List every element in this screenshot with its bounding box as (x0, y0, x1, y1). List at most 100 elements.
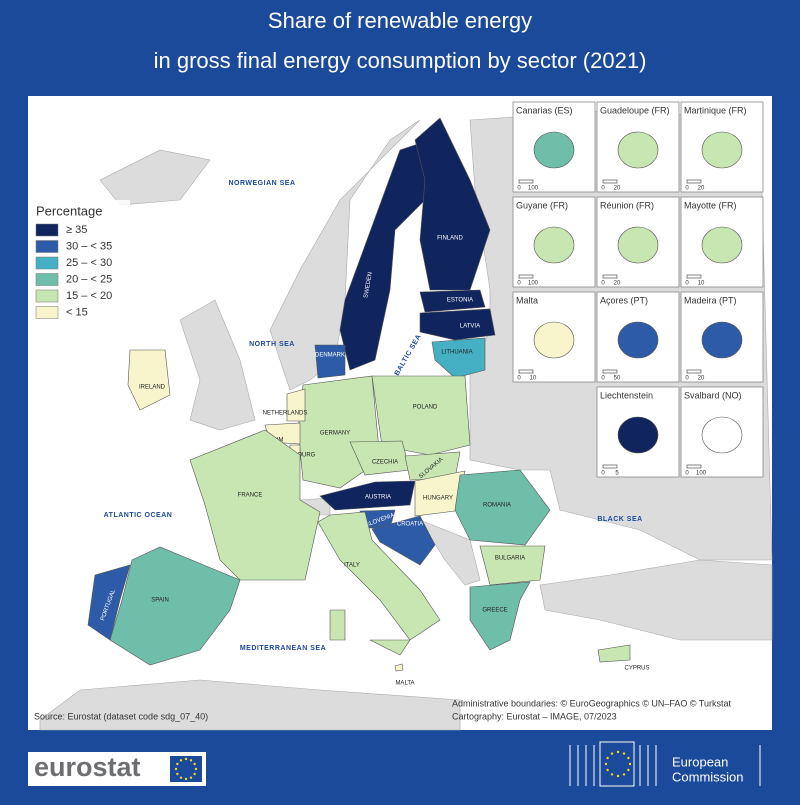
country-label: SPAIN (151, 598, 169, 604)
country-label: DENMARK (315, 353, 345, 359)
country (419, 289, 486, 313)
inset-title: Malta (516, 295, 538, 305)
country (414, 117, 491, 291)
country (394, 663, 404, 672)
legend-swatch (35, 256, 59, 270)
country (189, 429, 321, 581)
country-label: NETHERLANDS (263, 411, 308, 417)
scale-label: 100 (696, 471, 707, 477)
inset-title: Madeira (PT) (684, 295, 737, 305)
country (286, 388, 306, 422)
flag-star (606, 768, 609, 772)
country-label: BULGARIA (495, 556, 525, 562)
scale-label: 0 (601, 471, 605, 477)
scale-label: 0 (685, 471, 689, 477)
flag-star (184, 757, 188, 761)
country (371, 515, 436, 566)
inset-title: Canarias (ES) (516, 105, 573, 115)
country-label: GERMANY (320, 431, 350, 437)
legend-swatch (35, 240, 59, 253)
inset-land (701, 131, 743, 169)
ec-name: European (672, 754, 728, 769)
flag-star (179, 776, 183, 779)
note: Administrative boundaries: © EuroGeograp… (452, 698, 732, 708)
country-label: FINLAND (437, 236, 463, 242)
scale-bar (518, 179, 534, 184)
scale-label: 0 (601, 186, 605, 192)
country (87, 564, 131, 641)
inset-title: Açores (PT) (600, 295, 648, 305)
scale-label: 100 (528, 186, 539, 192)
legend-label: 30 – < 35 (66, 240, 112, 252)
country-label: GREECE (482, 608, 507, 614)
inset-land (617, 131, 659, 169)
inset-frame (596, 386, 680, 478)
inset-title: Guyane (FR) (516, 200, 568, 210)
sea-label: MEDITERRANEAN SEA (240, 645, 326, 652)
scale-bar (686, 369, 702, 374)
scale-bar (518, 369, 534, 374)
scale-label: 0 (601, 281, 605, 287)
scale-bar (602, 274, 618, 279)
flag-star (174, 767, 178, 771)
flag-star (627, 756, 630, 760)
scale-label: 0 (685, 376, 689, 382)
country-label: HUNGARY (423, 496, 453, 502)
scale-label: 20 (698, 186, 705, 192)
country (469, 581, 531, 651)
legend-swatch (35, 223, 59, 237)
country-label: IRELAND (139, 385, 166, 391)
country (597, 644, 631, 663)
country-label: CZECHIA (372, 460, 398, 466)
flag-star (616, 750, 620, 754)
country-label: MALTA (395, 681, 414, 687)
inset-land (533, 321, 575, 359)
inset-land (701, 321, 743, 359)
flag-star (176, 772, 179, 776)
sea-label: BLACK SEA (597, 516, 642, 523)
scale-label: 50 (614, 376, 621, 382)
scale-label: 5 (615, 471, 619, 477)
scale-label: 0 (517, 376, 521, 382)
flag-star (616, 774, 620, 778)
country-label: POLAND (413, 405, 438, 411)
flag-star (610, 773, 614, 776)
flag-star (606, 756, 609, 760)
flag-star (189, 759, 193, 762)
note: Cartography: Eurostat – IMAGE, 07/2023 (452, 711, 617, 721)
country (419, 308, 496, 341)
inset-title: Guadeloupe (FR) (600, 105, 670, 115)
inset-land (701, 226, 743, 264)
scale-label: 0 (685, 281, 689, 287)
scale-bar (518, 274, 534, 279)
inset-title: Svalbard (NO) (684, 390, 742, 400)
inset-land (617, 416, 659, 454)
inset-title: Liechtenstein (600, 390, 653, 400)
inset-title: Mayotte (FR) (684, 200, 737, 210)
country-label: CROATIA (397, 522, 423, 528)
ec-building (569, 745, 761, 786)
country-label: LITHUANIA (441, 350, 472, 356)
scale-label: 0 (685, 186, 689, 192)
eurostat-wordmark: eurostat (34, 752, 141, 782)
sea-label: NORWEGIAN SEA (228, 180, 295, 187)
country (414, 470, 466, 517)
flag-star (176, 762, 179, 766)
scale-label: 100 (528, 281, 539, 287)
flag-star (622, 752, 626, 755)
scale-bar (602, 464, 618, 469)
flag-star (194, 767, 198, 771)
scale-label: 0 (601, 376, 605, 382)
scale-bar (602, 179, 618, 184)
sea-label: NORTH SEA (249, 341, 295, 348)
scale-bar (602, 369, 618, 374)
scale-label: 0 (517, 186, 521, 192)
scale-label: 20 (698, 376, 705, 382)
scale-label: 20 (614, 281, 621, 287)
scale-label: 0 (517, 281, 521, 287)
legend-label: ≥ 35 (66, 224, 87, 236)
flag-star (628, 762, 632, 766)
inset-land (617, 321, 659, 359)
country-label: CYPRUS (624, 666, 649, 672)
